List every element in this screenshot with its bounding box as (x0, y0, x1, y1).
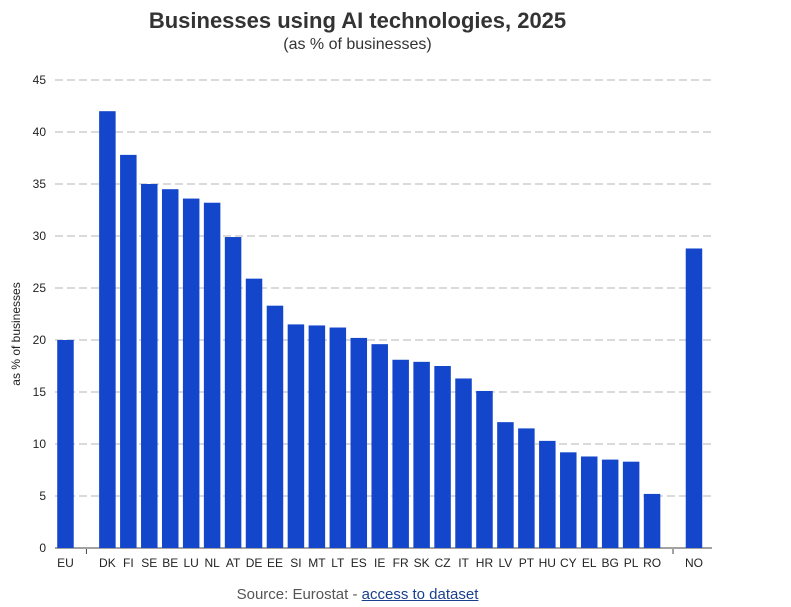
y-tick-label: 30 (33, 229, 47, 243)
x-tick-label: BE (162, 556, 178, 570)
bar (57, 340, 74, 548)
y-tick-label: 35 (33, 177, 47, 191)
bar (266, 305, 284, 548)
dataset-link[interactable]: access to dataset (361, 586, 479, 603)
x-tick-label: EL (582, 556, 597, 570)
x-tick-label: FR (393, 556, 409, 570)
x-tick-label: RO (643, 556, 661, 570)
x-tick-label: SE (141, 556, 157, 570)
source-prefix: Source: Eurostat - (236, 586, 362, 603)
bar (580, 456, 598, 548)
bar (476, 390, 493, 548)
y-tick-label: 40 (33, 125, 47, 139)
y-tick-label: 25 (33, 281, 47, 295)
bar (560, 452, 577, 548)
x-tick-label: PL (624, 556, 639, 570)
bar (182, 198, 200, 548)
x-tick-label: MT (308, 556, 326, 570)
x-tick-label: FI (123, 556, 134, 570)
bar (99, 111, 116, 548)
bar (350, 337, 368, 548)
x-tick-label: SK (414, 556, 430, 570)
x-tick-label: NL (204, 556, 220, 570)
bar (120, 154, 137, 548)
bar (308, 325, 326, 548)
bar (245, 278, 263, 548)
bar (392, 359, 409, 548)
x-tick-label: IT (458, 556, 469, 570)
x-tick-label: SI (290, 556, 301, 570)
x-tick-label: HU (539, 556, 556, 570)
bar (224, 237, 242, 549)
x-tick-label: DE (246, 556, 263, 570)
x-tick-label: LV (499, 556, 513, 570)
x-tick-label: DK (99, 556, 116, 570)
bar (161, 189, 179, 548)
y-tick-label: 0 (39, 541, 46, 555)
y-tick-label: 15 (33, 385, 47, 399)
bar (434, 366, 451, 548)
bar (685, 248, 703, 549)
bar (601, 459, 619, 548)
bar (497, 422, 514, 548)
x-tick-label: LU (184, 556, 199, 570)
bar (643, 493, 661, 548)
source-line: Source: Eurostat - access to dataset (0, 586, 715, 603)
x-tick-label: BG (602, 556, 619, 570)
bar (539, 440, 556, 548)
bar (413, 361, 430, 548)
bar (518, 428, 535, 548)
bar (287, 324, 305, 548)
y-tick-label: 20 (33, 333, 47, 347)
y-axis-label: as % of businesses (9, 282, 23, 385)
bar (622, 461, 640, 548)
bar (455, 378, 472, 548)
chart-subtitle: (as % of businesses) (283, 36, 432, 53)
x-tick-label: CZ (435, 556, 451, 570)
x-tick-label: NO (685, 556, 703, 570)
y-tick-label: 5 (39, 489, 46, 503)
bar (329, 327, 347, 548)
x-tick-label: PT (519, 556, 535, 570)
bar (371, 344, 388, 548)
y-tick-label: 10 (33, 437, 47, 451)
y-tick-label: 45 (33, 73, 47, 87)
bar (141, 184, 158, 548)
x-tick-label: EE (267, 556, 283, 570)
x-tick-label: ES (351, 556, 367, 570)
x-tick-label: AT (226, 556, 241, 570)
x-tick-label: CY (560, 556, 577, 570)
x-tick-label: IE (374, 556, 385, 570)
x-tick-label: LT (331, 556, 345, 570)
bar (203, 202, 221, 548)
x-tick-label: EU (57, 556, 74, 570)
chart-title: Businesses using AI technologies, 2025 (148, 8, 567, 33)
x-tick-label: HR (476, 556, 494, 570)
